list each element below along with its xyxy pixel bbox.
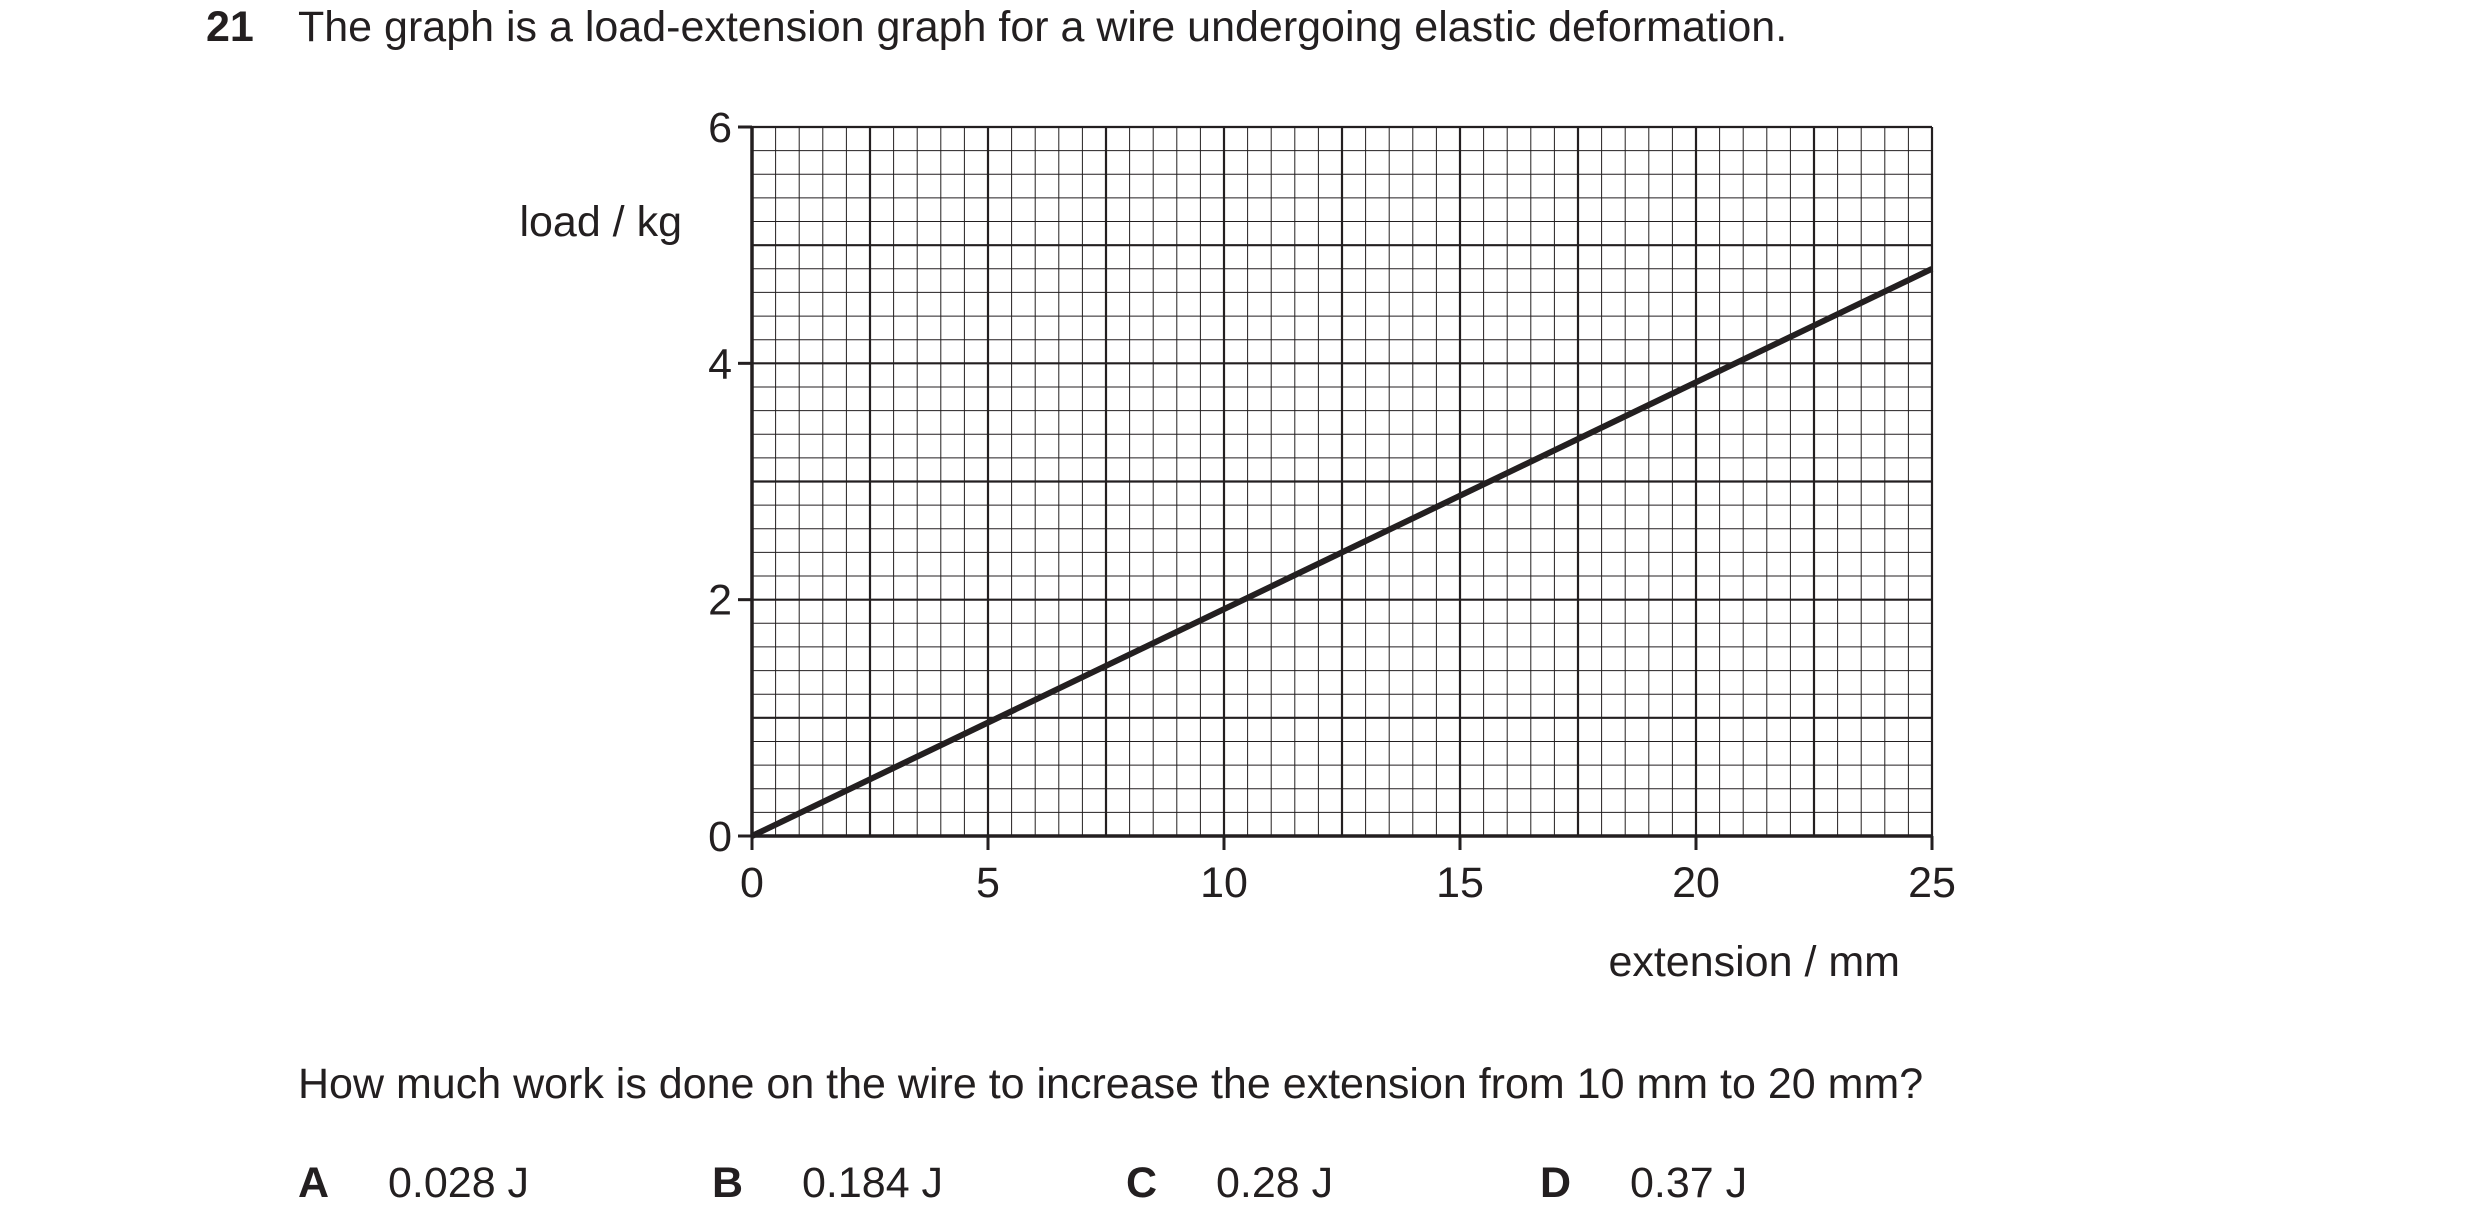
x-tick-label: 5 [976, 859, 1000, 907]
x-tick-label: 25 [1908, 859, 1956, 907]
x-tick-label: 0 [740, 859, 764, 907]
x-tick-label: 10 [1200, 859, 1248, 907]
option-letter: C [1126, 1159, 1158, 1207]
option-b[interactable]: B 0.184 J [712, 1156, 943, 1210]
data-series [750, 266, 1934, 839]
y-axis-label: load / kg [519, 198, 682, 246]
load-extension-line [750, 266, 1934, 839]
option-a[interactable]: A 0.028 J [298, 1156, 529, 1210]
x-axis-label: extension / mm [1608, 938, 1900, 986]
y-tick-label: 2 [708, 577, 732, 625]
y-tick-label: 4 [708, 340, 732, 388]
option-d[interactable]: D 0.37 J [1540, 1156, 1747, 1210]
option-letter: B [712, 1159, 744, 1207]
option-value: 0.37 J [1630, 1159, 1748, 1207]
option-value: 0.028 J [388, 1159, 530, 1207]
question-number: 21 [206, 3, 254, 51]
x-tick-label: 20 [1672, 859, 1720, 907]
y-tick-label: 6 [708, 104, 732, 152]
option-letter: D [1540, 1159, 1572, 1207]
y-tick-label: 0 [708, 813, 732, 861]
option-value: 0.28 J [1216, 1159, 1334, 1207]
tick-labels: 0 5 10 15 20 25 0 2 4 6 [708, 104, 1956, 907]
x-tick-label: 15 [1436, 859, 1484, 907]
option-letter: A [298, 1159, 330, 1207]
option-c[interactable]: C 0.28 J [1126, 1156, 1333, 1210]
major-grid [750, 125, 1934, 838]
option-value: 0.184 J [802, 1159, 944, 1207]
question-prompt: How much work is done on the wire to inc… [298, 1060, 1924, 1108]
question-stem: The graph is a load-extension graph for … [298, 3, 1788, 51]
axes [750, 127, 1932, 838]
